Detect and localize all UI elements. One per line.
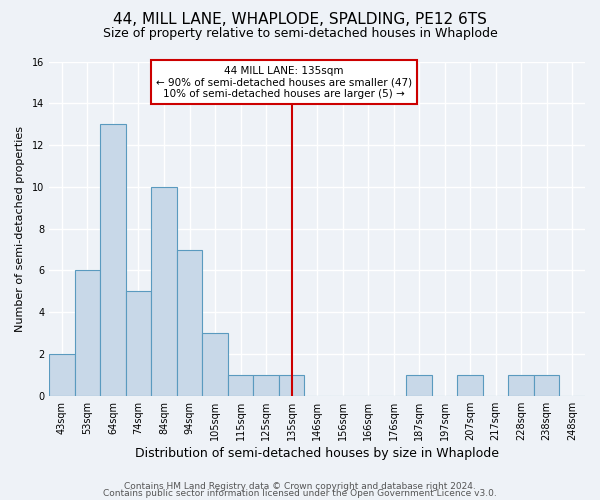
Text: Size of property relative to semi-detached houses in Whaplode: Size of property relative to semi-detach… [103, 28, 497, 40]
Text: 44, MILL LANE, WHAPLODE, SPALDING, PE12 6TS: 44, MILL LANE, WHAPLODE, SPALDING, PE12 … [113, 12, 487, 28]
Bar [151, 187, 177, 396]
Bar [406, 375, 432, 396]
X-axis label: Distribution of semi-detached houses by size in Whaplode: Distribution of semi-detached houses by … [135, 447, 499, 460]
Text: Contains public sector information licensed under the Open Government Licence v3: Contains public sector information licen… [103, 489, 497, 498]
Bar [177, 250, 202, 396]
Bar [253, 375, 279, 396]
Bar [202, 333, 228, 396]
Bar [49, 354, 74, 396]
Bar [100, 124, 126, 396]
Bar [279, 375, 304, 396]
Bar [508, 375, 534, 396]
Text: Contains HM Land Registry data © Crown copyright and database right 2024.: Contains HM Land Registry data © Crown c… [124, 482, 476, 491]
Bar [457, 375, 483, 396]
Y-axis label: Number of semi-detached properties: Number of semi-detached properties [15, 126, 25, 332]
Bar [228, 375, 253, 396]
Bar [74, 270, 100, 396]
Bar [534, 375, 559, 396]
Text: 44 MILL LANE: 135sqm
← 90% of semi-detached houses are smaller (47)
10% of semi-: 44 MILL LANE: 135sqm ← 90% of semi-detac… [156, 66, 412, 99]
Bar [126, 292, 151, 396]
